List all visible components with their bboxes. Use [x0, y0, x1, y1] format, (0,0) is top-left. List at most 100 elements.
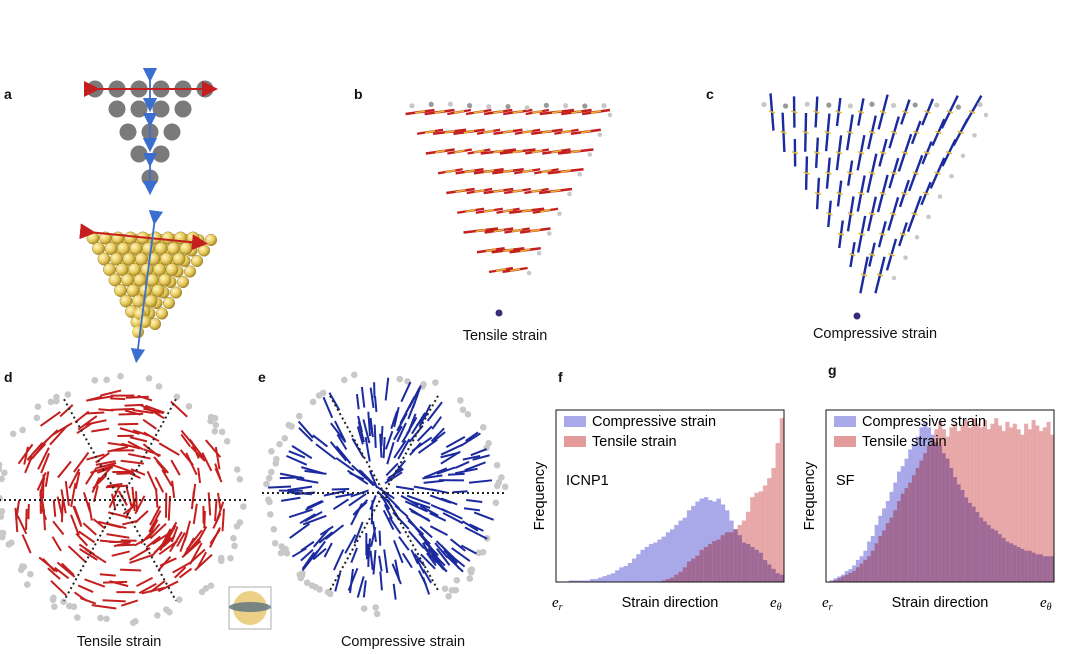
panel-label-f: f: [558, 369, 563, 385]
symmetry-line: [63, 398, 177, 602]
edge-atom: [479, 424, 487, 431]
edge-atom: [155, 383, 163, 390]
bar-overlap: [724, 532, 730, 582]
caption-c: Compressive strain: [812, 326, 938, 342]
strain-segment: [97, 520, 122, 529]
strain-segment: [144, 404, 165, 414]
strain-segment: [39, 410, 61, 427]
edge-atom: [955, 104, 962, 110]
edge-atom: [265, 474, 273, 482]
bar-overlap: [1031, 552, 1036, 582]
bar-compressive: [572, 580, 578, 582]
strain-segment: [79, 548, 98, 561]
strain-segment: [401, 552, 413, 569]
strain-segment: [452, 490, 468, 494]
strain-tick: [509, 268, 521, 272]
bar-overlap: [997, 534, 1002, 582]
strain-tick: [876, 273, 884, 277]
strain-tick: [846, 171, 854, 175]
strain-segment: [348, 493, 367, 507]
edge-atom: [466, 575, 474, 582]
strain-segment: [60, 489, 67, 514]
strain-segment: [23, 446, 29, 465]
bar-overlap: [1024, 550, 1029, 582]
strain-segment: [289, 522, 310, 539]
edge-atom: [296, 412, 303, 420]
strain-segment: [37, 447, 50, 470]
strain-segment: [95, 460, 116, 466]
strain-segment: [44, 471, 50, 487]
legend-label-compressive: Compressive strain: [592, 414, 716, 430]
bar-overlap: [968, 502, 973, 582]
strain-segment: [161, 469, 173, 487]
strain-tick: [879, 232, 886, 236]
strain-segment: [416, 425, 433, 442]
edge-atom: [236, 475, 244, 483]
edge-atom: [198, 588, 206, 596]
strain-tick: [493, 189, 504, 193]
strain-segment: [124, 409, 141, 416]
bar-overlap: [874, 543, 879, 582]
edge-atom: [557, 211, 562, 217]
strain-segment: [221, 508, 225, 532]
x-tick-left-sub: r: [829, 602, 833, 613]
strain-tick: [814, 191, 822, 196]
strain-segment: [419, 525, 433, 539]
strain-segment: [107, 446, 129, 453]
strain-segment: [445, 436, 466, 449]
edge-atom: [501, 483, 509, 491]
strain-segment: [57, 460, 72, 479]
bar-overlap: [882, 530, 887, 582]
strain-segment: [174, 566, 187, 579]
edge-atom: [350, 371, 358, 379]
edge-atom: [467, 568, 475, 576]
strain-segment: [464, 526, 488, 540]
strain-segment: [70, 482, 77, 508]
bar-compressive: [615, 570, 620, 582]
strain-segment: [312, 547, 327, 561]
edge-atom: [117, 372, 124, 380]
strain-segment: [312, 434, 329, 448]
strain-segment: [52, 499, 57, 517]
bar-overlap: [1035, 554, 1040, 582]
bar-tensile: [767, 478, 772, 582]
legend-label-compressive: Compressive strain: [862, 414, 986, 430]
strain-tick: [922, 191, 930, 196]
strain-tick: [780, 130, 787, 135]
bar-tensile: [754, 492, 759, 582]
edge-atom: [607, 112, 613, 118]
bar-overlap: [979, 517, 984, 582]
bar-overlap: [938, 445, 943, 582]
bar-overlap: [837, 578, 842, 582]
strain-segment: [468, 479, 493, 484]
edge-atom: [185, 403, 193, 410]
strain-segment: [388, 516, 402, 535]
strain-tick: [522, 169, 533, 174]
strain-segment: [429, 512, 447, 522]
strain-segment: [100, 389, 122, 397]
strain-segment: [159, 557, 177, 567]
strain-tick: [825, 171, 832, 175]
strain-segment: [350, 502, 363, 526]
strain-segment: [430, 503, 449, 514]
strain-segment: [120, 568, 142, 572]
inset-nanoparticle-icon: [228, 586, 272, 630]
edge-atom: [467, 103, 473, 109]
strain-segment: [209, 529, 221, 545]
strain-segment: [148, 510, 162, 533]
strain-segment: [334, 420, 346, 442]
strain-segment: [431, 416, 443, 430]
strain-segment: [106, 482, 123, 488]
annotation-label: ICNP1: [566, 473, 609, 489]
strain-tick: [590, 110, 602, 114]
strain-segment: [429, 494, 452, 504]
edge-atom: [18, 563, 26, 570]
edge-atom: [524, 105, 530, 111]
strain-segment: [52, 520, 65, 536]
strain-tick: [502, 169, 514, 174]
bar-compressive: [665, 532, 671, 582]
bar-overlap: [708, 543, 713, 582]
strain-tick: [444, 129, 455, 134]
